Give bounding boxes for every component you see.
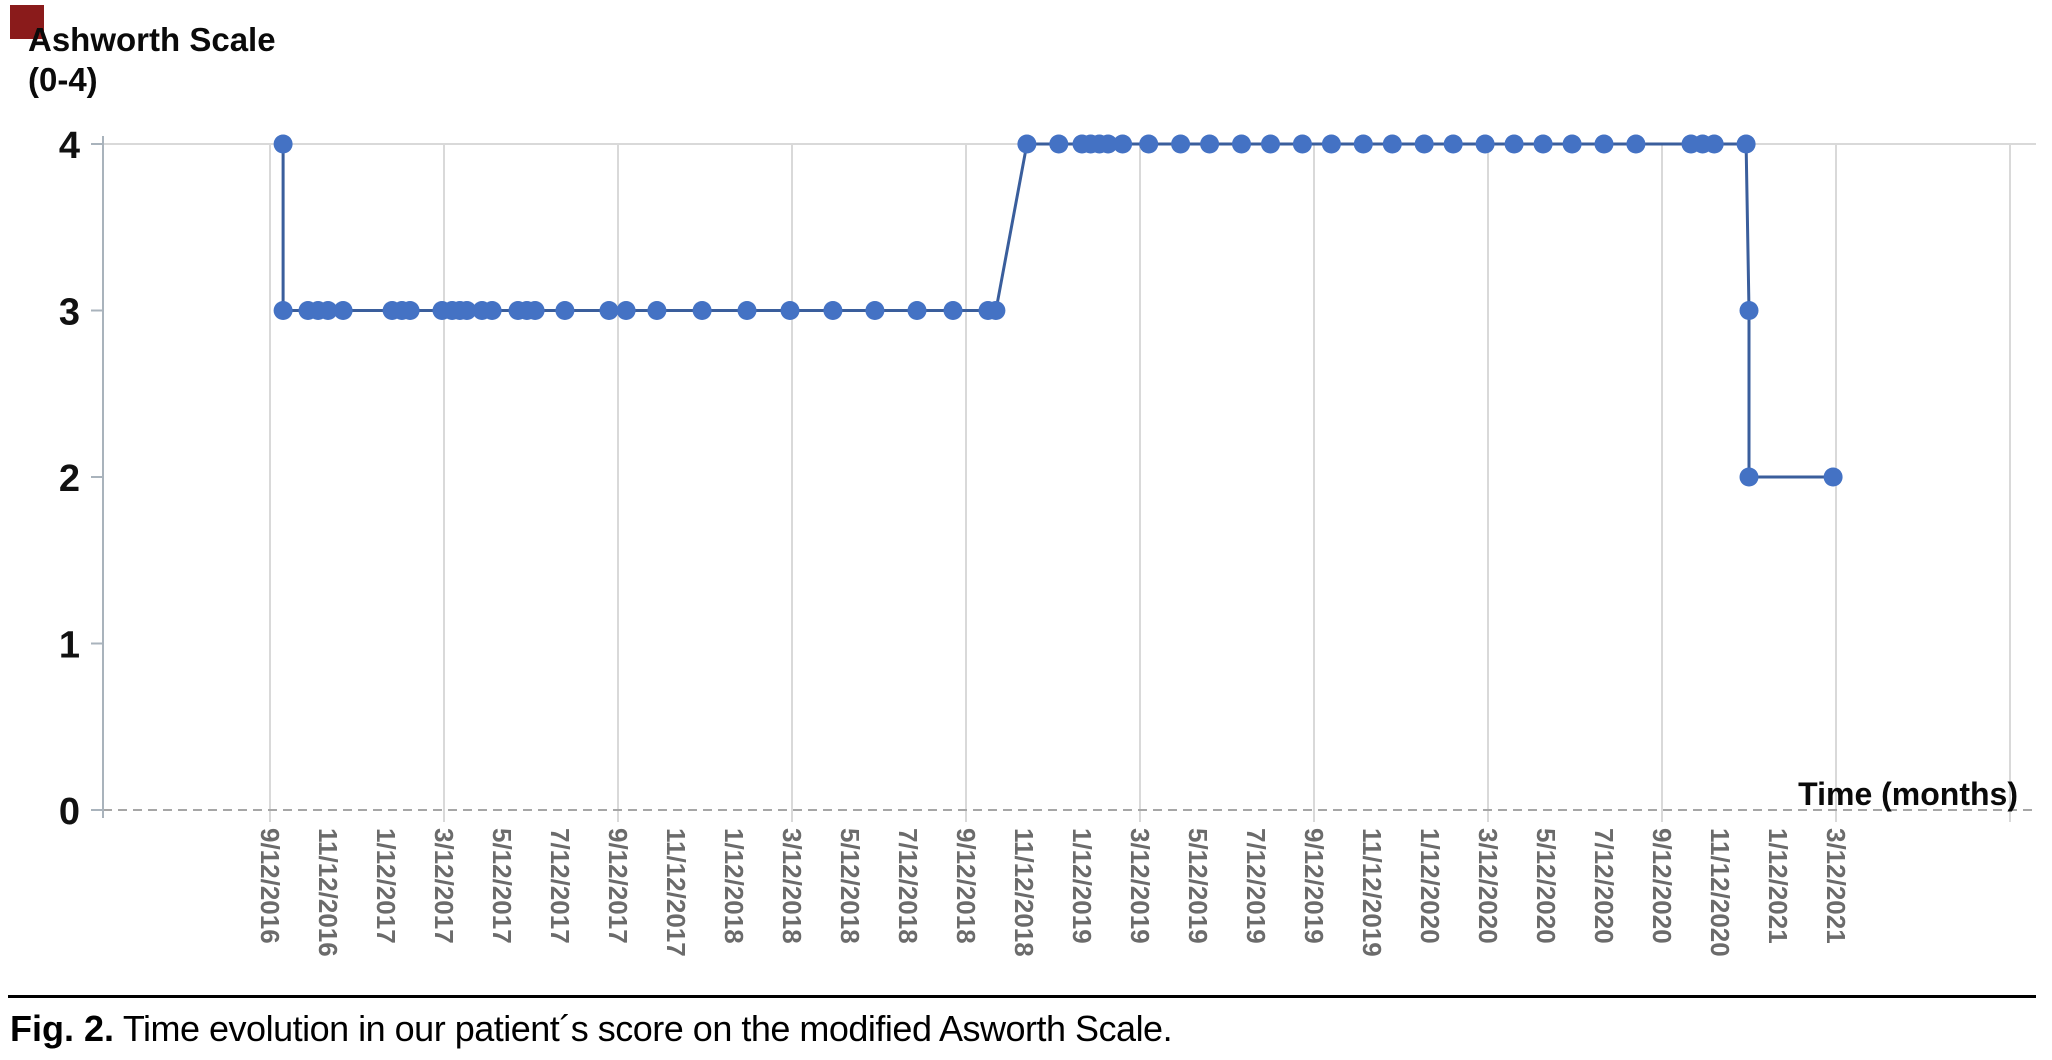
data-point — [1704, 134, 1724, 154]
x-tick-label: 1/12/2017 — [371, 828, 401, 944]
y-tick-label: 2 — [59, 458, 80, 500]
data-point — [1739, 467, 1759, 487]
y-axis-title-line1: Ashworth Scale — [28, 21, 276, 58]
y-axis-title-line2: (0-4) — [28, 61, 98, 98]
data-point — [1562, 134, 1582, 154]
x-tick-label: 5/12/2017 — [487, 828, 517, 944]
ashworth-scale-chart: 4 3 2 1 0 9/12/2016 11/12/2016 1/12/2017 3/12/20… — [59, 125, 2036, 957]
x-tick-label: 3/12/2019 — [1125, 828, 1155, 944]
y-tick-label: 0 — [59, 791, 80, 833]
data-point — [273, 301, 293, 320]
y-tick-label: 4 — [59, 125, 80, 167]
data-point — [986, 301, 1006, 320]
x-tick-label: 7/12/2020 — [1589, 828, 1619, 944]
corner-red-mark — [10, 5, 44, 39]
x-tick-label: 3/12/2017 — [429, 828, 459, 944]
x-tick-label: 11/12/2016 — [313, 828, 343, 957]
x-tick-label: 1/12/2021 — [1763, 828, 1793, 944]
data-point — [457, 301, 477, 320]
data-point — [318, 301, 338, 320]
data-point — [1475, 134, 1495, 154]
x-tick-label: 1/12/2019 — [1067, 828, 1097, 944]
data-point — [1232, 134, 1251, 154]
data-point — [1261, 134, 1280, 154]
data-point — [737, 301, 757, 320]
x-tick-label: 9/12/2018 — [951, 828, 981, 944]
x-tick-label: 5/12/2020 — [1531, 828, 1561, 944]
data-point — [1823, 467, 1843, 487]
data-point — [1017, 134, 1037, 154]
y-axis-title: Ashworth Scale (0-4) — [28, 20, 276, 100]
x-tick-label: 3/12/2020 — [1473, 828, 1503, 944]
x-tick-label: 9/12/2019 — [1299, 828, 1329, 944]
data-point — [1533, 134, 1553, 154]
data-point — [865, 301, 885, 320]
x-tick-label: 11/12/2019 — [1357, 828, 1387, 957]
data-point — [525, 301, 545, 320]
data-point — [1414, 134, 1434, 154]
data-point — [692, 301, 712, 320]
data-point — [780, 301, 800, 320]
data-point — [1443, 134, 1463, 154]
data-point — [1739, 301, 1759, 320]
x-tick-label: 5/12/2019 — [1183, 828, 1213, 944]
data-point — [1736, 134, 1756, 154]
x-tick-label: 9/12/2016 — [255, 828, 285, 944]
data-point — [1504, 134, 1524, 154]
x-tick-label: 7/12/2018 — [893, 828, 923, 944]
x-tick-label: 9/12/2017 — [603, 828, 633, 944]
y-tick-label: 1 — [59, 625, 80, 667]
data-point — [616, 301, 636, 320]
data-point — [1626, 134, 1646, 154]
data-point — [907, 301, 927, 320]
data-point — [1200, 134, 1220, 154]
data-point — [1049, 134, 1069, 154]
data-point — [1594, 134, 1614, 154]
data-point — [599, 301, 619, 320]
data-point — [1098, 134, 1118, 154]
data-point — [943, 301, 963, 320]
figure-caption-text: Time evolution in our patient´s score on… — [114, 1008, 1173, 1049]
x-tick-label: 1/12/2018 — [719, 828, 749, 944]
x-tick-label: 7/12/2019 — [1241, 828, 1271, 944]
data-point — [273, 134, 293, 154]
data-point — [1321, 134, 1341, 154]
data-point — [647, 301, 667, 320]
x-tick-label: 11/12/2020 — [1705, 828, 1735, 957]
x-tick-label: 3/12/2021 — [1821, 828, 1851, 944]
x-tick-label: 11/12/2018 — [1009, 828, 1039, 957]
figure-caption-label: Fig. 2. — [10, 1008, 115, 1049]
data-point — [400, 301, 420, 320]
data-point — [1292, 134, 1312, 154]
data-point — [555, 301, 575, 320]
data-point — [1353, 134, 1373, 154]
x-tick-label: 5/12/2018 — [835, 828, 865, 944]
data-point — [823, 301, 843, 320]
x-tick-label: 3/12/2018 — [777, 828, 807, 944]
data-point — [333, 301, 353, 320]
caption-divider-rule — [8, 995, 2036, 998]
figure-caption: Fig. 2. Time evolution in our patient´s … — [10, 1008, 2040, 1050]
data-point — [1382, 134, 1402, 154]
y-tick-label: 3 — [59, 292, 80, 334]
x-tick-label: 7/12/2017 — [545, 828, 575, 944]
x-tick-label: 11/12/2017 — [661, 828, 691, 957]
data-point — [1139, 134, 1159, 154]
x-tick-label: 1/12/2020 — [1415, 828, 1445, 944]
x-tick-label: 9/12/2020 — [1647, 828, 1677, 944]
x-axis-title: Time (months) — [1798, 776, 2018, 812]
data-point — [1113, 134, 1133, 154]
data-point — [1171, 134, 1191, 154]
data-point — [482, 301, 502, 320]
